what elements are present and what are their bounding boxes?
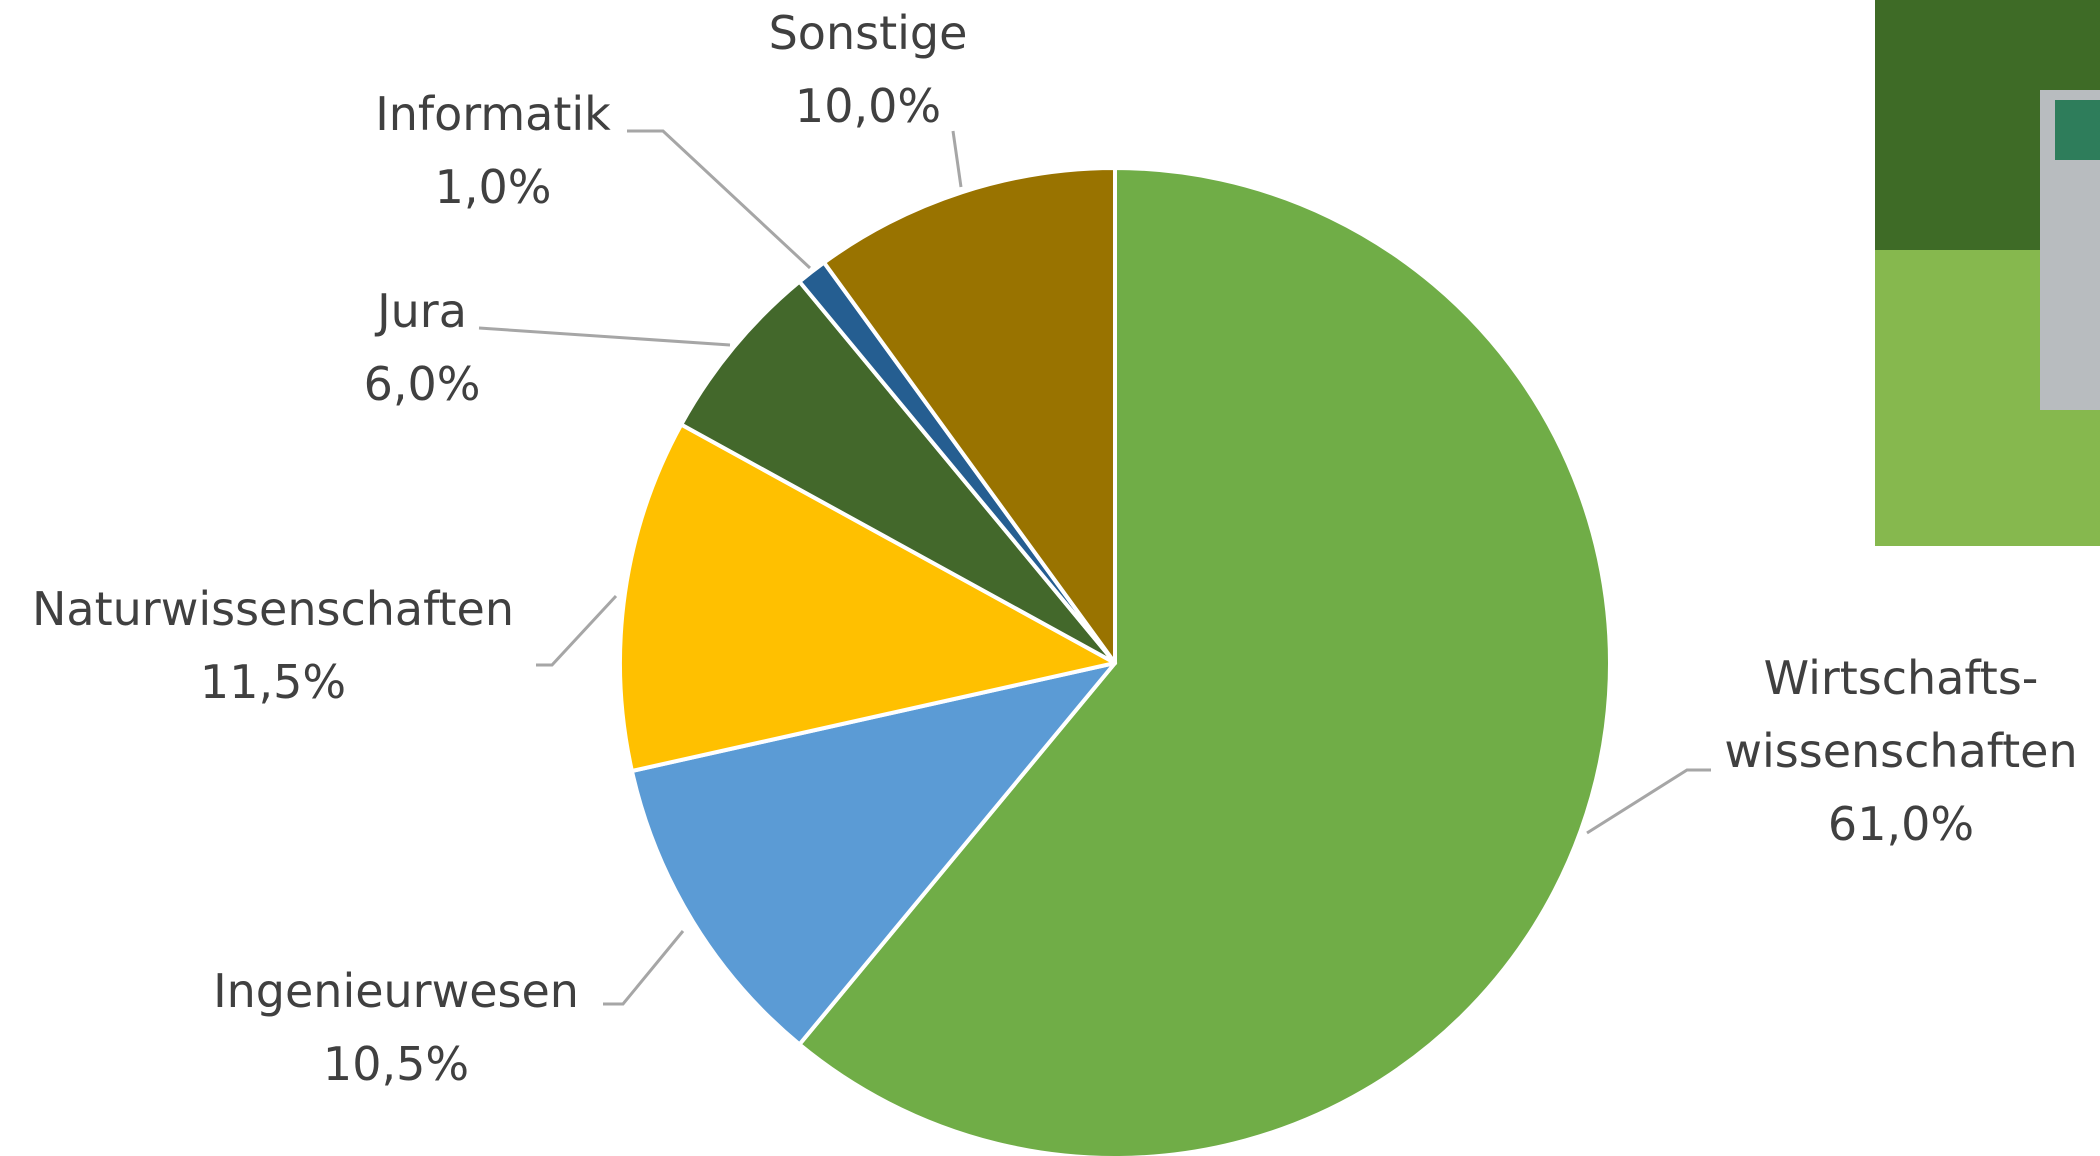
leader-line [479, 328, 730, 345]
leader-line [536, 596, 616, 665]
category-label: Naturwissenschaften [32, 573, 514, 646]
value-label: 11,5% [32, 646, 514, 719]
value-label: 10,0% [769, 70, 968, 143]
value-label: 6,0% [364, 348, 481, 421]
value-label: 61,0% [1724, 788, 2077, 861]
category-label: Informatik [375, 78, 611, 151]
leader-line [1587, 770, 1711, 833]
category-label: Sonstige [769, 0, 968, 70]
category-label: Ingenieurwesen [213, 955, 579, 1028]
photo-logo [2055, 100, 2100, 160]
category-label: Wirtschafts- wissenschaften [1724, 642, 2077, 788]
leader-line [603, 931, 683, 1004]
leader-line [627, 131, 810, 268]
photo [1875, 0, 2100, 546]
value-label: 1,0% [375, 151, 611, 224]
value-label: 10,5% [213, 1028, 579, 1101]
category-label: Jura [364, 275, 481, 348]
page: Wirtschafts- wissenschaften61,0% Ingenieu… [0, 0, 2100, 1156]
